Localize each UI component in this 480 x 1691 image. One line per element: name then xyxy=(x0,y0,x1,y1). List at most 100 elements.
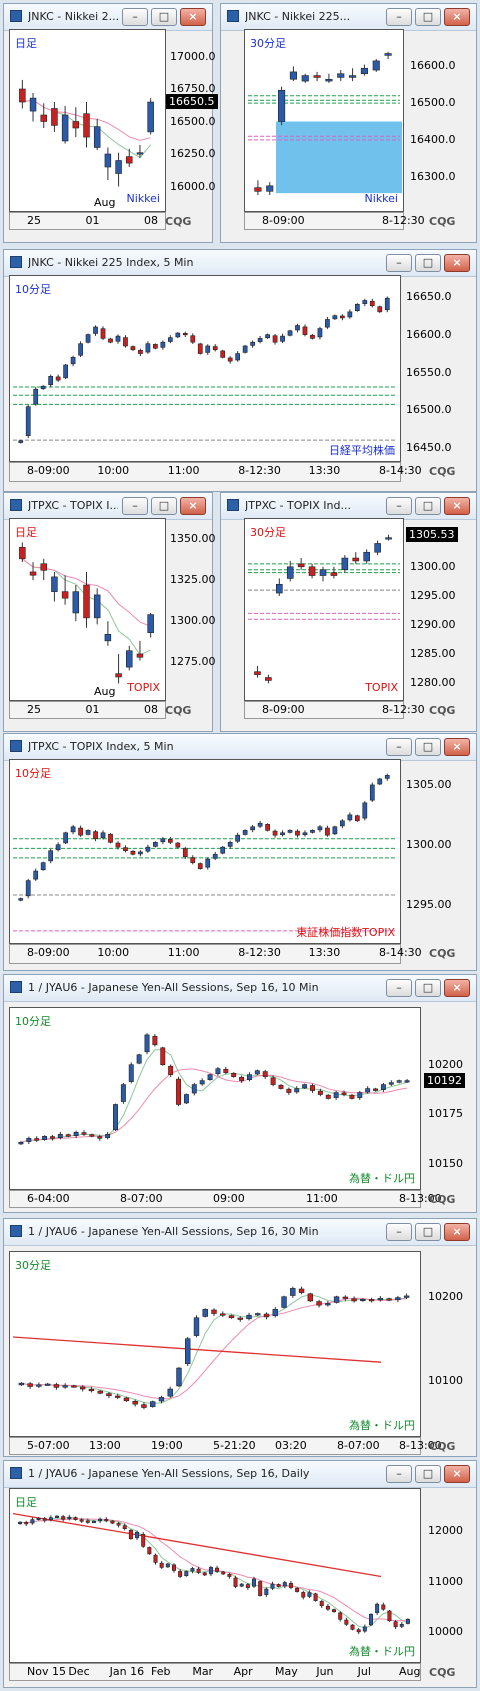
maximize-button[interactable]: □ xyxy=(415,1465,441,1483)
close-button[interactable]: × xyxy=(444,8,470,26)
app-icon xyxy=(10,499,22,511)
window-titlebar[interactable]: JTPXC - TOPIX Index, 5 Min – □ × xyxy=(4,734,476,761)
minimize-button[interactable]: – xyxy=(386,254,412,272)
minimize-button[interactable]: – xyxy=(386,1465,412,1483)
x-tick-label: 11:00 xyxy=(167,946,200,959)
plot-area[interactable] xyxy=(9,1251,421,1437)
close-button[interactable]: × xyxy=(180,497,206,515)
x-tick-label: 13:30 xyxy=(308,946,341,959)
y-tick-label: 16450.0 xyxy=(406,441,452,455)
window-titlebar[interactable]: JNKC - Nikkei 2... – □ × xyxy=(4,4,212,31)
app-icon xyxy=(10,1467,22,1479)
close-button[interactable]: × xyxy=(444,254,470,272)
y-tick-label: 16000.0 xyxy=(170,179,216,193)
maximize-button[interactable]: □ xyxy=(415,497,441,515)
maximize-button[interactable]: □ xyxy=(151,8,177,26)
minimize-button[interactable]: – xyxy=(386,979,412,997)
plot-area[interactable] xyxy=(9,1007,421,1190)
minimize-button[interactable]: – xyxy=(122,497,148,515)
last-price-box: 1305.53 xyxy=(406,526,458,542)
close-button[interactable]: × xyxy=(180,8,206,26)
window-title: JNKC - Nikkei 225... xyxy=(245,10,351,23)
cqg-logo: CQG xyxy=(429,947,456,960)
x-tick-label: 8-07:00 xyxy=(120,1192,163,1205)
y-tick-label: 1300.00 xyxy=(170,614,216,628)
x-tick-label: 8-14:30 xyxy=(379,464,422,477)
cqg-logo: CQG xyxy=(429,1440,456,1453)
maximize-button[interactable]: □ xyxy=(151,497,177,515)
y-tick-label: 16550.0 xyxy=(406,365,452,379)
y-tick-label: 1300.00 xyxy=(406,837,452,851)
minimize-button[interactable]: – xyxy=(386,1223,412,1241)
source-label: Nikkei xyxy=(126,192,160,205)
x-tick-label: 08 xyxy=(144,214,158,227)
x-tick-label: 8-12:30 xyxy=(238,464,281,477)
timeframe-label: 30分足 xyxy=(15,1259,51,1272)
close-icon: × xyxy=(452,1467,462,1480)
plot-area[interactable] xyxy=(244,518,404,701)
maximize-icon: □ xyxy=(422,981,434,994)
close-icon: × xyxy=(452,740,462,753)
close-icon: × xyxy=(188,499,198,512)
minimize-icon: – xyxy=(396,1467,402,1480)
y-tick-label: 1305.00 xyxy=(406,777,452,791)
cqg-logo: CQG xyxy=(165,215,192,228)
y-tick-label: 10150 xyxy=(428,1157,463,1171)
window-titlebar[interactable]: 1 / JYAU6 - Japanese Yen-All Sessions, S… xyxy=(4,1461,476,1488)
source-label: 東証株価指数TOPIX xyxy=(296,926,395,939)
window-titlebar[interactable]: 1 / JYAU6 - Japanese Yen-All Sessions, S… xyxy=(4,1219,476,1246)
plot-area[interactable] xyxy=(9,29,166,212)
close-button[interactable]: × xyxy=(444,738,470,756)
plot-area[interactable] xyxy=(9,518,166,701)
minimize-button[interactable]: – xyxy=(386,8,412,26)
source-label: Nikkei xyxy=(364,192,398,205)
minimize-button[interactable]: – xyxy=(386,497,412,515)
y-tick-label: 1295.00 xyxy=(406,897,452,911)
close-button[interactable]: × xyxy=(444,1223,470,1241)
maximize-button[interactable]: □ xyxy=(415,979,441,997)
x-tick-label: 13:00 xyxy=(89,1439,121,1452)
y-tick-label: 1275.00 xyxy=(170,655,216,669)
x-axis-bar xyxy=(9,1437,421,1455)
x-tick-label: 11:00 xyxy=(306,1192,338,1205)
window-title: JTPXC - TOPIX Index, 5 Min xyxy=(28,740,174,753)
maximize-button[interactable]: □ xyxy=(415,1223,441,1241)
plot-area[interactable] xyxy=(9,275,401,462)
cqg-logo: CQG xyxy=(429,1193,456,1206)
x-tick-label: 03:20 xyxy=(275,1439,307,1452)
maximize-icon: □ xyxy=(422,740,434,753)
close-button[interactable]: × xyxy=(444,1465,470,1483)
plot-area[interactable] xyxy=(9,1488,421,1663)
close-button[interactable]: × xyxy=(444,497,470,515)
window-title: JTPXC - TOPIX I... xyxy=(28,499,118,512)
close-icon: × xyxy=(188,10,198,23)
x-axis-bar xyxy=(9,1190,421,1208)
minimize-button[interactable]: – xyxy=(386,738,412,756)
window-titlebar[interactable]: JTPXC - TOPIX I... – □ × xyxy=(4,493,212,520)
window-titlebar[interactable]: JNKC - Nikkei 225 Index, 5 Min – □ × xyxy=(4,250,476,277)
x-axis-bar xyxy=(9,944,401,964)
x-tick-label: 8-14:30 xyxy=(379,946,422,959)
maximize-button[interactable]: □ xyxy=(415,738,441,756)
cqg-logo: CQG xyxy=(429,215,456,228)
plot-area[interactable] xyxy=(244,29,404,212)
maximize-icon: □ xyxy=(422,1467,434,1480)
minimize-button[interactable]: – xyxy=(122,8,148,26)
window-titlebar[interactable]: JTPXC - TOPIX Ind... – □ × xyxy=(221,493,476,520)
x-tick-label: 01 xyxy=(85,214,100,227)
window-titlebar[interactable]: JNKC - Nikkei 225... – □ × xyxy=(221,4,476,31)
x-tick-label: Jan 16 xyxy=(109,1665,145,1678)
app-icon xyxy=(10,1225,22,1237)
maximize-button[interactable]: □ xyxy=(415,8,441,26)
x-tick-label: 8-09:00 xyxy=(27,946,70,959)
timeframe-label: 日足 xyxy=(15,526,37,539)
y-tick-label: 11000 xyxy=(428,1574,463,1588)
plot-area[interactable] xyxy=(9,759,401,944)
maximize-button[interactable]: □ xyxy=(415,254,441,272)
close-button[interactable]: × xyxy=(444,979,470,997)
maximize-icon: □ xyxy=(422,1225,434,1238)
y-tick-label: 1285.00 xyxy=(410,647,456,661)
window-titlebar[interactable]: 1 / JYAU6 - Japanese Yen-All Sessions, S… xyxy=(4,975,476,1002)
app-icon xyxy=(227,10,239,22)
y-tick-label: 10200 xyxy=(428,1289,463,1303)
